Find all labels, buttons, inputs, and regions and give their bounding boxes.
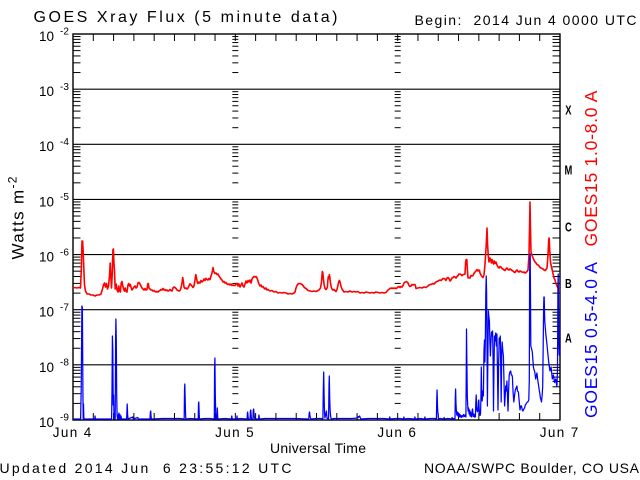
svg-text:GOES15 1.0-8.0 A: GOES15 1.0-8.0 A	[581, 90, 601, 246]
svg-text:Jun 4: Jun 4	[53, 425, 92, 440]
svg-text:Jun 5: Jun 5	[215, 425, 254, 440]
svg-text:GOES15 0.5-4.0 A: GOES15 0.5-4.0 A	[581, 262, 601, 418]
svg-text:NOAA/SWPC Boulder, CO USA: NOAA/SWPC Boulder, CO USA	[424, 460, 640, 476]
svg-text:B: B	[565, 278, 572, 292]
svg-text:Watts m-2: Watts m-2	[6, 176, 28, 259]
svg-text:Jun 6: Jun 6	[377, 425, 416, 440]
svg-text:C: C	[565, 221, 572, 235]
svg-text:X: X	[565, 104, 572, 118]
svg-text:Universal Time: Universal Time	[270, 440, 366, 456]
svg-text:Updated 2014 Jun 6 23:55:12 U: Updated 2014 Jun 6 23:55:12 UTC	[0, 460, 292, 476]
svg-text:Jun 7: Jun 7	[540, 425, 579, 440]
svg-text:A: A	[565, 332, 572, 346]
svg-text:M: M	[565, 164, 573, 178]
svg-text:Begin: 2014 Jun 4 0000 UTC: Begin: 2014 Jun 4 0000 UTC	[415, 12, 637, 28]
